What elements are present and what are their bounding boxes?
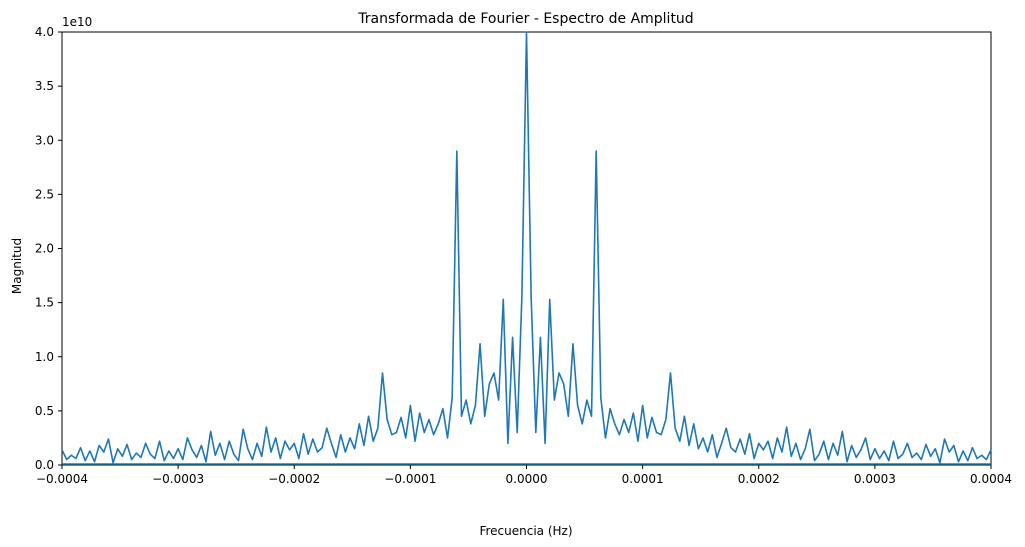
series-layer bbox=[61, 31, 992, 465]
plot-area bbox=[61, 31, 992, 466]
x-tick-label: −0.0002 bbox=[268, 472, 320, 486]
y-tick-label: 0.0 bbox=[35, 458, 54, 472]
x-tick-label: 0.0001 bbox=[622, 472, 664, 486]
x-tick-label: 0.0003 bbox=[854, 472, 896, 486]
y-axis-label: Magnitud bbox=[10, 238, 24, 294]
y-tick-label: 3.5 bbox=[35, 79, 54, 93]
x-tick-label: 0.0000 bbox=[506, 472, 548, 486]
x-tick-label: 0.0004 bbox=[970, 472, 1012, 486]
x-tick-label: −0.0001 bbox=[384, 472, 436, 486]
chart-title: Transformada de Fourier - Espectro de Am… bbox=[357, 11, 693, 27]
x-tick-label: 0.0002 bbox=[738, 472, 780, 486]
y-axis: 0.0 0.5 1.0 1.5 2.0 2.5 3.0 3.5 4.0 bbox=[35, 25, 62, 472]
x-axis-label: Frecuencia (Hz) bbox=[479, 524, 572, 538]
y-tick-label: 1.0 bbox=[35, 350, 54, 364]
y-tick-label: 2.5 bbox=[35, 187, 54, 201]
y-tick-label: 2.0 bbox=[35, 242, 54, 256]
plot-frame bbox=[61, 31, 992, 466]
y-offset-label: 1e10 bbox=[62, 15, 92, 29]
y-tick-label: 1.5 bbox=[35, 296, 54, 310]
x-tick-label: −0.0003 bbox=[152, 472, 204, 486]
y-tick-label: 3.0 bbox=[35, 133, 54, 147]
x-tick-label: −0.0004 bbox=[36, 472, 88, 486]
y-tick-label: 0.5 bbox=[35, 404, 54, 418]
spectrum-line bbox=[61, 31, 992, 464]
x-axis: −0.0004 −0.0003 −0.0002 −0.0001 0.0000 0.0001… bbox=[36, 465, 1012, 486]
y-tick-label: 4.0 bbox=[35, 25, 54, 39]
